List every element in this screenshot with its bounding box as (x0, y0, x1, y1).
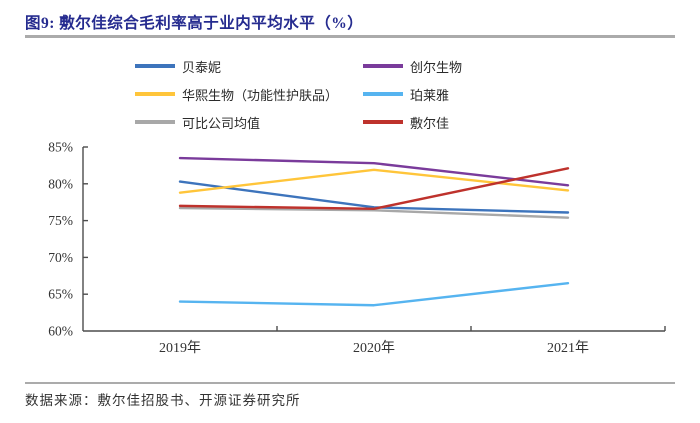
legend-item: 华熙生物（功能性护肤品） (135, 85, 363, 104)
y-axis-tick-label: 65% (48, 287, 73, 302)
legend-line-swatch (363, 64, 403, 68)
y-axis-tick-label: 75% (48, 213, 73, 228)
source-divider (25, 382, 675, 384)
legend-line-swatch (135, 92, 175, 96)
legend-item: 敷尔佳 (363, 113, 462, 132)
x-axis-tick-label: 2020年 (353, 340, 395, 356)
legend-line-swatch (363, 92, 403, 96)
legend-item: 创尔生物 (363, 57, 462, 76)
chart-legend: 贝泰妮 创尔生物华熙生物（功能性护肤品） 珀莱雅可比公司均值 敷尔佳 (135, 52, 462, 136)
legend-label: 华熙生物（功能性护肤品） (182, 87, 339, 103)
y-axis-tick-label: 60% (48, 324, 73, 339)
legend-label: 贝泰妮 (182, 59, 222, 75)
series-line (178, 156, 570, 187)
series-line (178, 206, 570, 219)
title-divider (25, 35, 675, 38)
legend-line-swatch (135, 120, 175, 124)
legend-label: 珀莱雅 (410, 87, 450, 103)
series-line (178, 180, 570, 214)
y-axis-tick-label: 85% (48, 140, 73, 155)
series-line (178, 281, 570, 307)
source-note: 数据来源：敷尔佳招股书、开源证券研究所 (25, 393, 301, 408)
line-chart: 85% 80% 75% 70% 65% 60% 2019年 2020年 2021年 (48, 140, 666, 356)
series-line (178, 167, 570, 211)
legend-item: 珀莱雅 (363, 85, 462, 104)
legend-label: 创尔生物 (410, 59, 463, 75)
legend-item: 贝泰妮 (135, 57, 363, 76)
x-axis-tick-label: 2019年 (159, 340, 201, 356)
figure-title: 图9: 敷尔佳综合毛利率高于业内平均水平（%） (25, 15, 364, 32)
x-axis-tick-label: 2021年 (547, 340, 589, 356)
y-axis-tick-label: 80% (48, 176, 73, 191)
legend-item: 可比公司均值 (135, 113, 363, 132)
legend-label: 可比公司均值 (182, 115, 261, 131)
legend-line-swatch (363, 120, 403, 124)
legend-label: 敷尔佳 (410, 115, 450, 131)
y-axis-tick-label: 70% (48, 250, 73, 265)
series-line (178, 168, 570, 194)
legend-line-swatch (135, 64, 175, 68)
